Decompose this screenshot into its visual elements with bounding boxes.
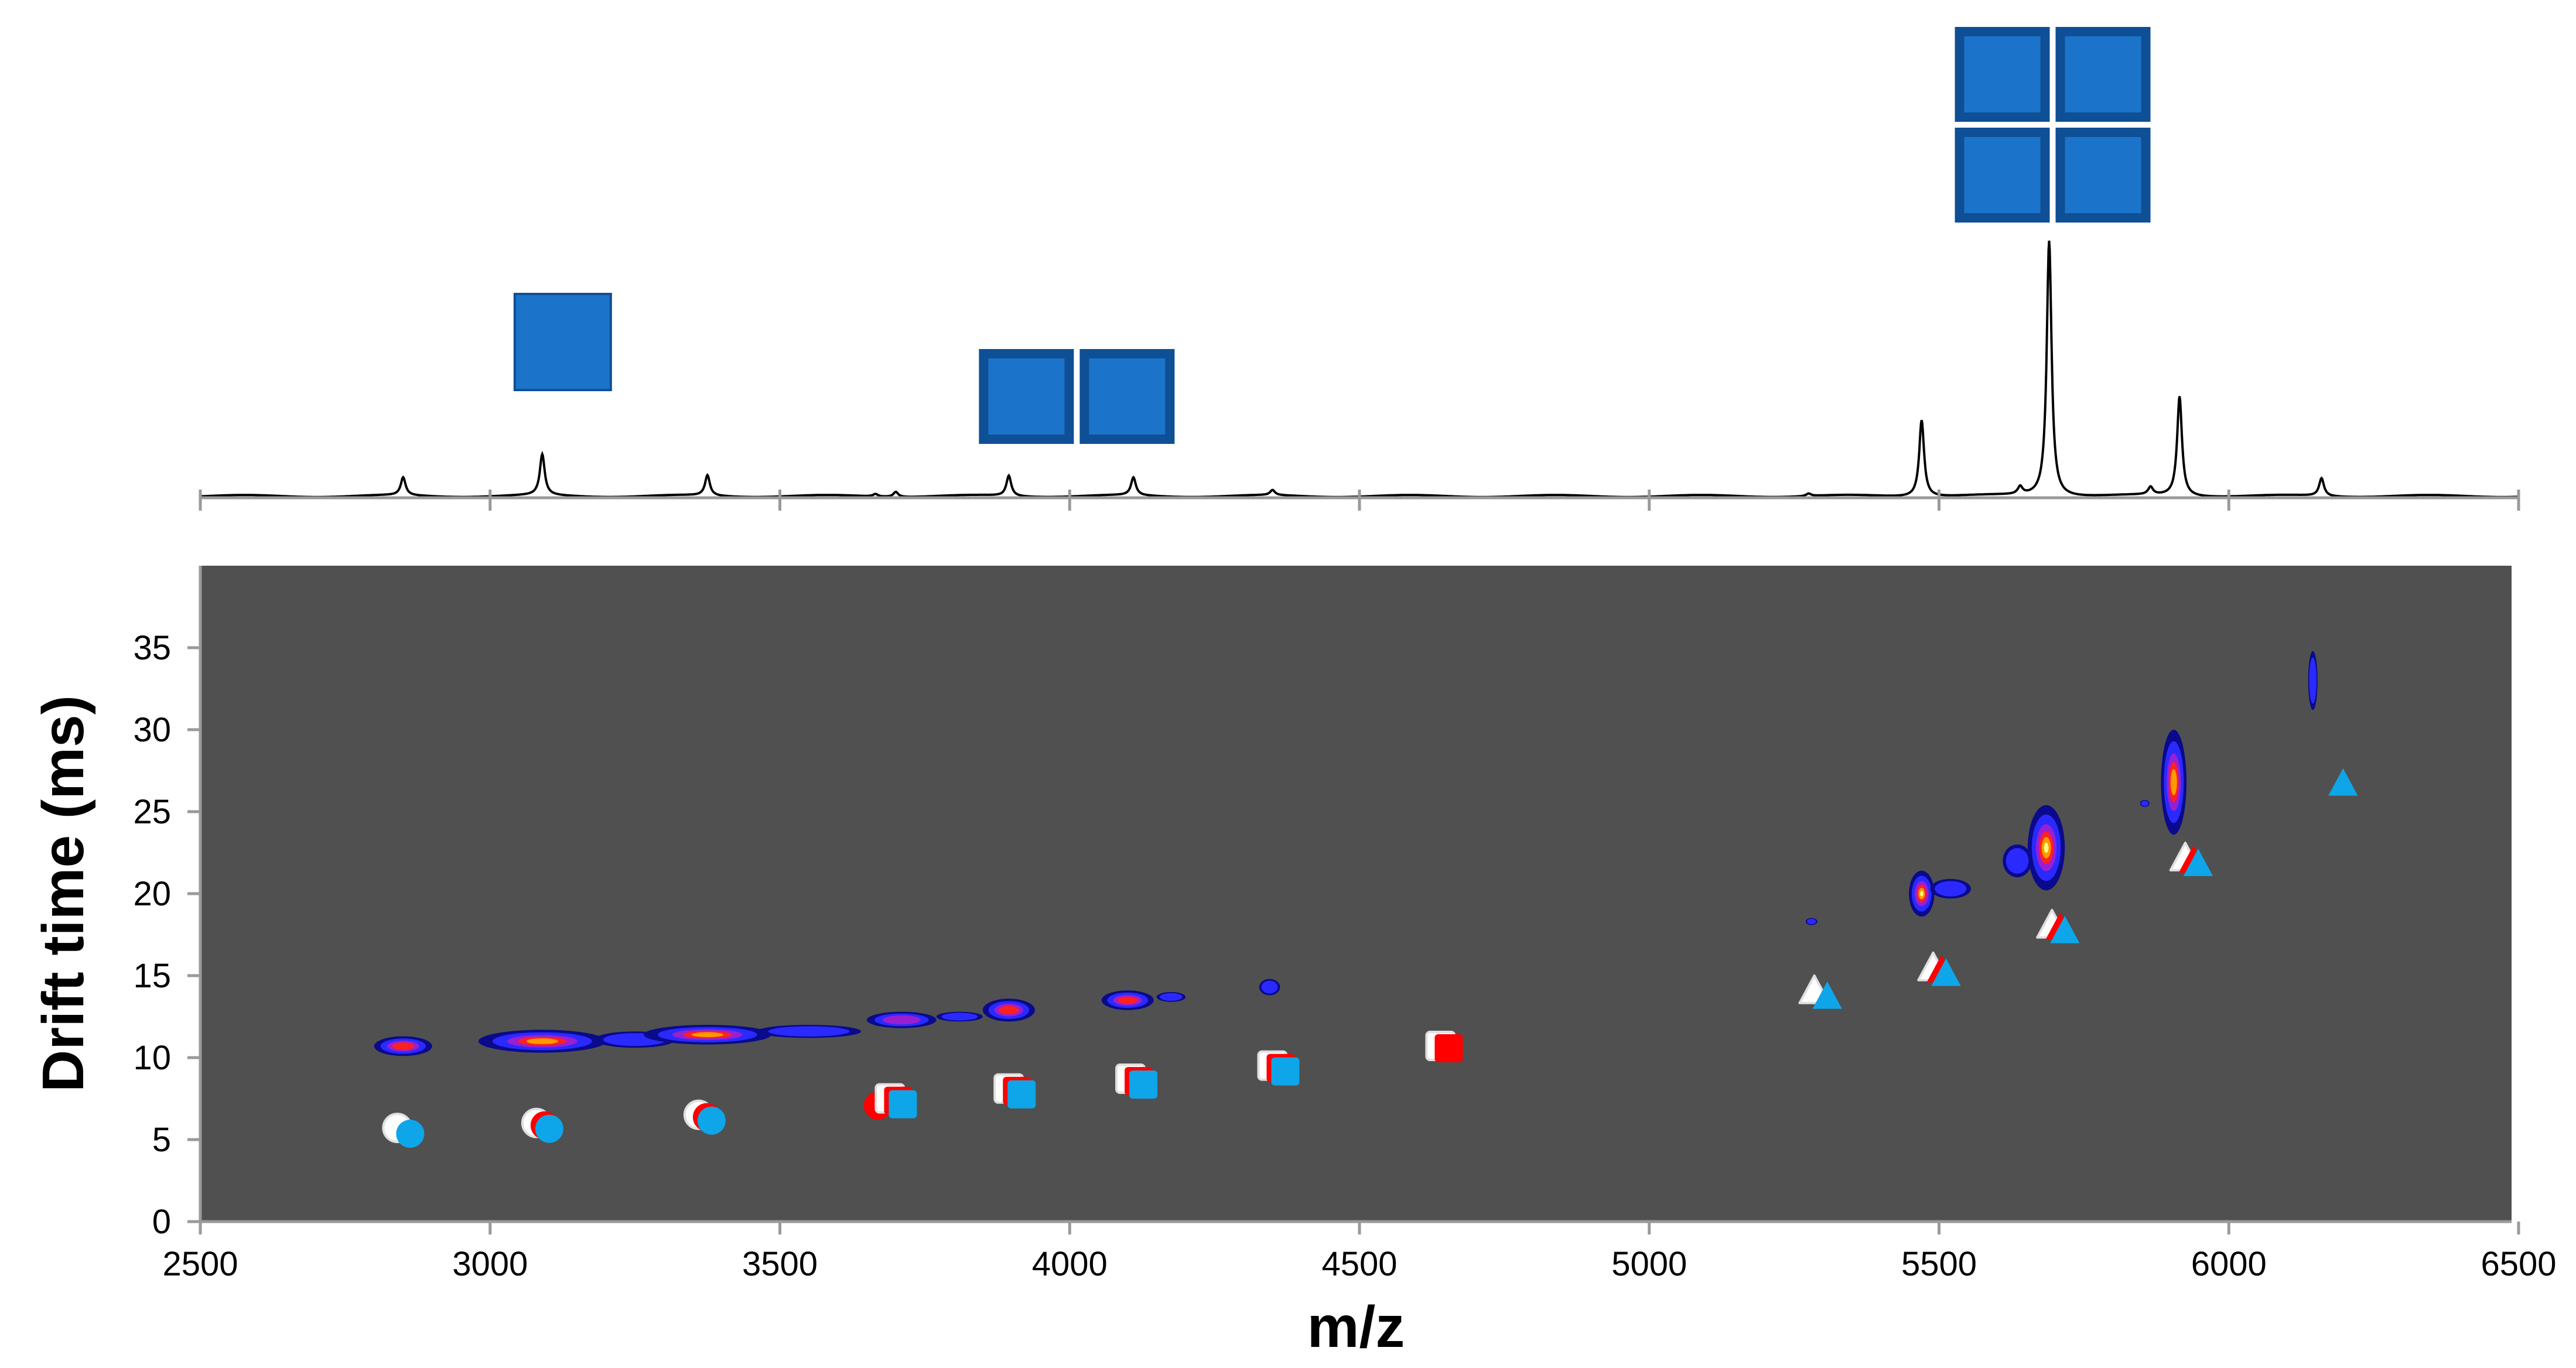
glyph-square-inner xyxy=(986,356,1067,437)
signal-contour xyxy=(2170,769,2177,795)
heatmap-plot-area xyxy=(200,566,2512,1222)
signal-contour xyxy=(526,1038,559,1044)
glyph-square-inner xyxy=(1087,356,1168,437)
square-marker xyxy=(1434,1034,1463,1062)
y-tick-label: 20 xyxy=(133,875,171,913)
y-tick-label: 5 xyxy=(152,1121,171,1159)
signal-contour xyxy=(882,1015,921,1025)
x-tick-label: 6500 xyxy=(2481,1245,2556,1283)
signal-contour xyxy=(2044,842,2049,853)
signal-contour xyxy=(999,1006,1019,1015)
glyph-square-inner xyxy=(2062,34,2144,115)
triangle-marker xyxy=(2050,916,2080,943)
x-tick-label: 3000 xyxy=(452,1245,528,1283)
triangle-marker xyxy=(2328,768,2358,796)
circle-marker xyxy=(396,1120,425,1148)
glyph-square-inner xyxy=(1962,34,2043,115)
triangle-marker xyxy=(1931,958,1961,986)
y-tick-label: 25 xyxy=(133,793,171,831)
square-marker xyxy=(1271,1057,1300,1086)
square-marker xyxy=(1129,1071,1158,1099)
heatmap-y-ticks: 0 5 10 15 20 25 30 35 xyxy=(133,629,200,1241)
y-axis-title: Drift time (ms) xyxy=(30,695,96,1092)
square-marker xyxy=(889,1090,917,1119)
signal-contour xyxy=(1118,996,1138,1004)
x-tick-label: 4000 xyxy=(1032,1245,1108,1283)
triangle-marker xyxy=(1812,981,1842,1009)
x-tick-label: 5000 xyxy=(1611,1245,1687,1283)
x-tick-label: 3500 xyxy=(742,1245,818,1283)
y-tick-label: 35 xyxy=(133,629,171,667)
oligomer-glyphs xyxy=(513,27,2151,444)
signal-contour xyxy=(1920,891,1924,897)
signal-contour xyxy=(768,1026,850,1037)
glyph-square-inner xyxy=(2062,135,2144,216)
signal-contour xyxy=(1935,881,1967,897)
signal-contour xyxy=(1807,918,1816,925)
y-tick-label: 15 xyxy=(133,957,171,995)
y-tick-label: 0 xyxy=(152,1203,171,1241)
signal-contour xyxy=(392,1042,415,1050)
x-tick-label: 5500 xyxy=(1901,1245,1977,1283)
mass-spectrum-panel xyxy=(199,27,2520,511)
circle-marker xyxy=(535,1114,563,1143)
signal-contour xyxy=(1261,980,1278,994)
signal-contour xyxy=(1160,993,1183,1001)
x-tick-label: 4500 xyxy=(1321,1245,1397,1283)
circle-marker xyxy=(697,1106,726,1135)
heatmap-x-ticks: 2500 3000 3500 4000 4500 5000 5500 6000 6500 xyxy=(162,1222,2557,1283)
x-axis-title: m/z xyxy=(1307,1294,1405,1360)
signal-contour xyxy=(2141,801,2149,806)
square-marker xyxy=(1007,1080,1036,1109)
x-tick-label: 6000 xyxy=(2191,1245,2267,1283)
drift-time-heatmap-panel: 2500 3000 3500 4000 4500 5000 5500 6000 6500 0 5 1… xyxy=(30,566,2557,1360)
x-tick-label: 2500 xyxy=(162,1245,238,1283)
signal-contour xyxy=(2309,657,2317,704)
signal-contour xyxy=(2006,848,2029,874)
signal-contour xyxy=(941,1013,978,1021)
ion-mobility-signals xyxy=(374,651,2318,1056)
predicted-drift-markers xyxy=(382,768,2358,1148)
triangle-marker xyxy=(2183,849,2213,876)
y-tick-label: 10 xyxy=(133,1039,171,1077)
glyph-square xyxy=(513,293,612,391)
y-tick-label: 30 xyxy=(133,711,171,749)
spectrum-x-ticks xyxy=(199,490,2520,511)
glyph-square-inner xyxy=(1962,135,2043,216)
signal-contour xyxy=(691,1032,724,1038)
